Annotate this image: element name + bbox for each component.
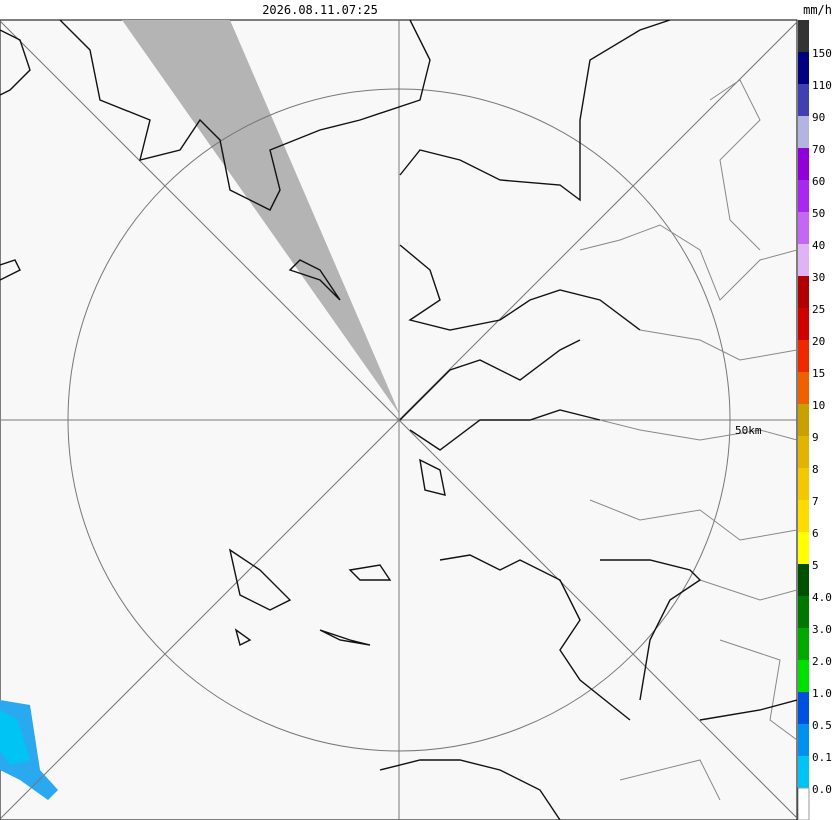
- legend-label: 6: [812, 527, 819, 540]
- legend-label: 1.0: [812, 687, 832, 700]
- legend-swatch: [798, 564, 809, 596]
- legend-label: 2.0: [812, 655, 832, 668]
- legend-swatch: [798, 340, 809, 372]
- legend-swatch: [798, 404, 809, 436]
- legend-swatch: [798, 52, 809, 84]
- legend-swatch: [798, 468, 809, 500]
- legend-label: 5: [812, 559, 819, 572]
- legend-swatch: [798, 692, 809, 724]
- legend-label: 10: [812, 399, 825, 412]
- legend-swatch: [798, 372, 809, 404]
- legend-swatch: [798, 84, 809, 116]
- legend-label: 50: [812, 207, 825, 220]
- legend-swatch: [798, 180, 809, 212]
- legend-swatch: [797, 787, 810, 820]
- color-legend: 150 110 90 70 60 50 40 30 25 20 15 10 9 8 7 6 5 4.0 3.0 2.0…: [797, 20, 832, 820]
- legend-swatch: [798, 244, 809, 276]
- legend-label: 70: [812, 143, 825, 156]
- rain-echo: [0, 710, 30, 765]
- legend-swatch: [798, 20, 809, 52]
- legend-swatch: [798, 116, 809, 148]
- legend-swatch: [798, 436, 809, 468]
- legend-swatch: [798, 500, 809, 532]
- legend-label: 90: [812, 111, 825, 124]
- legend-swatch: [798, 724, 809, 756]
- legend-label: 30: [812, 271, 825, 284]
- legend-label: 8: [812, 463, 819, 476]
- legend-label: 0.0: [812, 783, 832, 796]
- legend-label: 0.5: [812, 719, 832, 732]
- legend-label: 20: [812, 335, 825, 348]
- legend-swatch: [798, 276, 809, 308]
- legend-label: 3.0: [812, 623, 832, 636]
- legend-label: 110: [812, 79, 832, 92]
- legend-swatch: [798, 596, 809, 628]
- legend-label: 7: [812, 495, 819, 508]
- legend-label: 4.0: [812, 591, 832, 604]
- legend-swatch: [798, 148, 809, 180]
- beam-blockage: [122, 20, 400, 415]
- district-borders: [579, 79, 797, 801]
- legend-label: 150: [812, 47, 832, 60]
- legend-swatch: [798, 756, 809, 788]
- legend-label: 15: [812, 367, 825, 380]
- legend-label: 60: [812, 175, 825, 188]
- legend-swatch: [798, 628, 809, 660]
- legend-label: 25: [812, 303, 825, 316]
- coastline: [0, 20, 797, 820]
- legend-swatch: [798, 308, 809, 340]
- legend-label: 0.1: [812, 751, 832, 764]
- legend-label: 40: [812, 239, 825, 252]
- range-ring-label: 50km: [735, 424, 762, 437]
- legend-swatch: [798, 660, 809, 692]
- legend-label: 9: [812, 431, 819, 444]
- grid-overlay: [0, 20, 797, 820]
- unit-label: mm/h: [803, 3, 832, 17]
- legend-swatch: [798, 212, 809, 244]
- map-area: 50km: [0, 19, 798, 820]
- timestamp: 2026.08.11.07:25: [262, 3, 378, 17]
- legend-swatch: [798, 532, 809, 564]
